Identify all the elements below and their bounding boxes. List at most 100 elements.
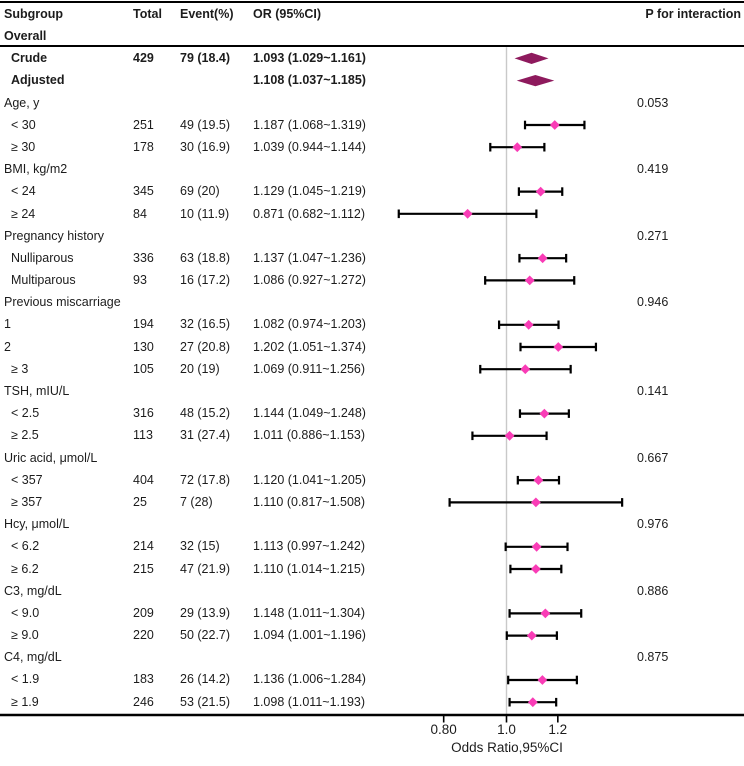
row-label: ≥ 357: [11, 494, 43, 509]
row-label: BMI, kg/m2: [4, 162, 68, 177]
table-row: Crude 429 79 (18.4) 1.093 (1.029~1.161): [0, 47, 744, 69]
row-event-pct: 47 (21.9): [180, 561, 231, 576]
row-label: 2: [4, 339, 11, 354]
row-or-ci: 1.039 (0.944~1.144): [253, 139, 366, 154]
table-row: < 30 251 49 (19.5) 1.187 (1.068~1.319): [0, 114, 744, 136]
column-header-p-interaction: P for interaction: [645, 7, 741, 21]
row-label: ≥ 1.9: [11, 694, 39, 709]
table-row: C4, mg/dL 0.875: [0, 646, 744, 668]
row-p-interaction: 0.946: [637, 295, 669, 310]
row-p-interaction: 0.886: [637, 583, 669, 598]
column-header-row: Subgroup Total Event(%) OR (95%CI) P for…: [0, 3, 744, 25]
row-or-ci: 1.129 (1.045~1.219): [253, 184, 366, 199]
row-label: Pregnancy history: [4, 228, 105, 243]
table-row: Hcy, μmol/L 0.976: [0, 513, 744, 535]
row-or-ci: 1.098 (1.011~1.193): [253, 694, 366, 709]
row-label: Age, y: [4, 95, 40, 110]
row-or-ci: 1.093 (1.029~1.161): [253, 51, 366, 66]
row-or-ci: 1.137 (1.047~1.236): [253, 250, 366, 265]
subgroup-table: Overall Crude 429 79 (18.4) 1.093 (1.029…: [0, 25, 744, 713]
row-event-pct: 31 (27.4): [180, 428, 231, 443]
row-label: TSH, mIU/L: [4, 384, 70, 398]
table-row: Nulliparous 336 63 (18.8) 1.137 (1.047~1…: [0, 247, 744, 269]
row-event-pct: 53 (21.5): [180, 694, 231, 709]
row-label: C3, mg/dL: [4, 583, 62, 598]
row-total: 93: [133, 273, 147, 288]
row-label: < 357: [11, 472, 43, 487]
table-row: TSH, mIU/L 0.141: [0, 380, 744, 402]
row-total: 316: [133, 406, 154, 421]
row-event-pct: 7 (28): [180, 494, 213, 509]
row-event-pct: 29 (13.9): [180, 605, 231, 620]
row-label: ≥ 9.0: [11, 628, 39, 643]
row-total: 105: [133, 361, 154, 376]
row-total: 25: [133, 494, 147, 509]
row-or-ci: 1.108 (1.037~1.185): [253, 73, 366, 88]
table-row: Previous miscarriage 0.946: [0, 291, 744, 313]
row-or-ci: 1.148 (1.011~1.304): [253, 605, 366, 620]
table-row: Multiparous 93 16 (17.2) 1.086 (0.927~1.…: [0, 269, 744, 291]
x-tick-label: 0.80: [430, 722, 457, 737]
row-label: Previous miscarriage: [4, 295, 121, 310]
row-label: Crude: [11, 51, 48, 66]
table-row: < 6.2 214 32 (15) 1.113 (0.997~1.242): [0, 535, 744, 557]
row-total: 246: [133, 694, 154, 709]
row-event-pct: 69 (20): [180, 184, 220, 199]
row-label: Uric acid, μmol/L: [4, 450, 98, 465]
table-row: ≥ 1.9 246 53 (21.5) 1.098 (1.011~1.193): [0, 691, 744, 713]
column-header-subgroup: Subgroup: [4, 7, 64, 21]
row-event-pct: 49 (19.5): [180, 117, 231, 132]
row-or-ci: 1.136 (1.006~1.284): [253, 672, 366, 687]
row-event-pct: 32 (16.5): [180, 317, 231, 332]
row-event-pct: 30 (16.9): [180, 139, 231, 154]
table-row: ≥ 30 178 30 (16.9) 1.039 (0.944~1.144): [0, 136, 744, 158]
row-total: 113: [133, 428, 153, 443]
row-or-ci: 1.069 (0.911~1.256): [253, 361, 366, 376]
row-label: Hcy, μmol/L: [4, 517, 70, 532]
table-row: Uric acid, μmol/L 0.667: [0, 447, 744, 469]
row-or-ci: 1.110 (1.014~1.215): [253, 561, 366, 576]
row-total: 84: [133, 206, 147, 221]
row-label: ≥ 24: [11, 206, 36, 221]
table-row: BMI, kg/m2 0.419: [0, 158, 744, 180]
table-row: ≥ 2.5 113 31 (27.4) 1.011 (0.886~1.153): [0, 424, 744, 446]
row-or-ci: 1.187 (1.068~1.319): [253, 117, 366, 132]
row-event-pct: 10 (11.9): [180, 206, 230, 221]
row-label: C4, mg/dL: [4, 650, 62, 665]
row-event-pct: 48 (15.2): [180, 406, 231, 421]
row-total: 214: [133, 539, 154, 554]
row-p-interaction: 0.667: [637, 450, 669, 465]
row-label: 1: [4, 317, 11, 332]
row-label: < 2.5: [11, 406, 40, 421]
table-row: Overall: [0, 25, 744, 48]
row-total: 183: [133, 672, 154, 687]
table-row: < 2.5 316 48 (15.2) 1.144 (1.049~1.248): [0, 402, 744, 424]
row-event-pct: 32 (15): [180, 539, 220, 554]
row-or-ci: 1.086 (0.927~1.272): [253, 273, 366, 288]
table-row: ≥ 357 25 7 (28) 1.110 (0.817~1.508): [0, 491, 744, 513]
row-or-ci: 1.144 (1.049~1.248): [253, 406, 366, 421]
row-label: Overall: [4, 29, 47, 43]
row-event-pct: 72 (17.8): [180, 472, 231, 487]
row-total: 220: [133, 628, 154, 643]
top-rule: [0, 1, 744, 4]
row-label: < 1.9: [11, 672, 40, 687]
row-label: < 9.0: [11, 605, 40, 620]
row-total: 209: [133, 605, 154, 620]
table-row: ≥ 9.0 220 50 (22.7) 1.094 (1.001~1.196): [0, 624, 744, 646]
row-label: < 6.2: [11, 539, 40, 554]
row-or-ci: 1.082 (0.974~1.203): [253, 317, 366, 332]
table-row: C3, mg/dL 0.886: [0, 580, 744, 602]
row-or-ci: 1.113 (0.997~1.242): [253, 539, 366, 554]
row-p-interaction: 0.976: [637, 517, 669, 532]
table-row: < 1.9 183 26 (14.2) 1.136 (1.006~1.284): [0, 668, 744, 690]
row-total: 404: [133, 472, 154, 487]
row-event-pct: 63 (18.8): [180, 250, 231, 265]
row-event-pct: 20 (19): [180, 361, 220, 376]
column-header-or: OR (95%CI): [253, 7, 322, 21]
row-total: 194: [133, 317, 154, 332]
row-or-ci: 1.120 (1.041~1.205): [253, 472, 366, 487]
table-row: < 357 404 72 (17.8) 1.120 (1.041~1.205): [0, 469, 744, 491]
row-label: ≥ 2.5: [11, 428, 39, 443]
column-header-event: Event(%): [180, 7, 234, 21]
